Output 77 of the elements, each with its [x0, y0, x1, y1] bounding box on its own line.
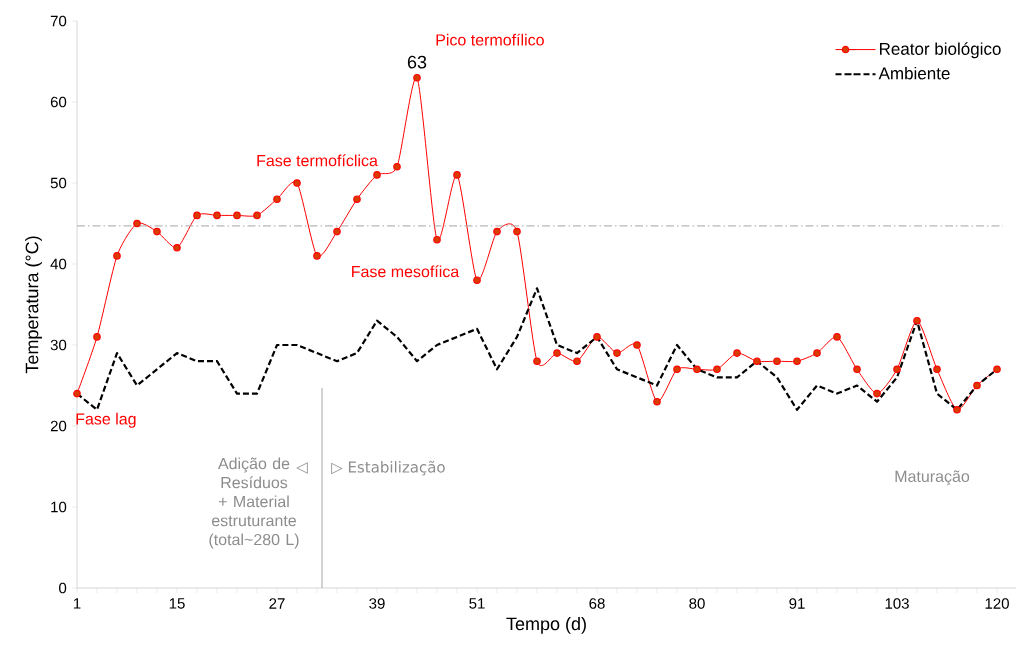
- point: [453, 171, 461, 179]
- point: [613, 349, 621, 357]
- point: [173, 244, 181, 252]
- point: [93, 333, 101, 341]
- y-tick-label: 40: [50, 258, 67, 270]
- annotation: Pico termofílico: [436, 33, 544, 46]
- point: [733, 349, 741, 357]
- x-tick-label: 68: [589, 598, 605, 609]
- point: [433, 235, 441, 244]
- y-tick-label: 0: [59, 582, 67, 594]
- point: [313, 252, 321, 260]
- point: [913, 316, 921, 325]
- point: [393, 162, 401, 171]
- x-axis-title: Tempo (d): [506, 617, 586, 634]
- point: [193, 211, 201, 220]
- annotation: ◁: [296, 462, 308, 474]
- point: [813, 349, 821, 357]
- point: [73, 389, 81, 398]
- point: [693, 365, 701, 374]
- point: [933, 365, 941, 374]
- point: [213, 211, 221, 220]
- data-label: 63: [407, 55, 427, 69]
- y-tick-label: 20: [50, 420, 67, 432]
- y-tick-label: 70: [50, 15, 67, 27]
- point: [753, 357, 761, 365]
- point: [153, 227, 161, 236]
- point: [133, 219, 141, 228]
- point: [833, 333, 841, 341]
- x-tick-label: 15: [169, 598, 185, 609]
- point: [513, 227, 521, 236]
- x-tick-label: 103: [885, 598, 909, 609]
- point: [493, 227, 501, 236]
- x-tick-label: 80: [689, 598, 705, 609]
- point: [713, 365, 721, 374]
- x-tick-label: 27: [269, 598, 285, 609]
- legend-label: Reator biológico: [879, 42, 1001, 59]
- x-tick-label: 120: [985, 598, 1009, 609]
- y-tick-label: 60: [50, 96, 67, 108]
- annotation: Fase lag: [76, 412, 136, 428]
- point: [333, 227, 341, 236]
- point: [573, 357, 581, 365]
- point: [593, 333, 601, 341]
- point: [273, 195, 281, 203]
- x-tick-label: 91: [789, 598, 805, 609]
- y-axis-title: Temperatura (°C): [25, 236, 42, 374]
- y-tick-label: 30: [50, 339, 67, 351]
- point: [893, 365, 901, 374]
- point: [293, 179, 301, 187]
- y-tick-label: 50: [50, 177, 67, 189]
- point: [853, 365, 861, 374]
- x-tick-label: 39: [369, 598, 385, 609]
- point: [633, 341, 641, 349]
- point: [413, 73, 421, 82]
- point: [533, 357, 541, 365]
- point: [993, 365, 1001, 374]
- annotation: Fase termofíclica: [257, 154, 378, 167]
- point: [673, 365, 681, 374]
- point: [353, 195, 361, 203]
- point: [653, 397, 661, 406]
- point: [873, 389, 881, 398]
- annotation: Maturação: [895, 470, 970, 486]
- annotation: Fase mesofíica: [352, 265, 460, 278]
- x-tick-label: 51: [469, 598, 485, 609]
- point: [953, 406, 961, 414]
- x-tick-label: 1: [73, 598, 81, 609]
- y-tick-label: 10: [51, 501, 67, 513]
- point: [553, 349, 561, 357]
- annotation: ▷ Estabilização: [331, 460, 445, 476]
- point: [973, 381, 981, 390]
- point: [373, 171, 381, 179]
- point: [113, 252, 121, 260]
- point: [473, 276, 481, 284]
- legend-label: Ambiente: [878, 66, 950, 80]
- point: [773, 357, 781, 365]
- point: [793, 357, 801, 365]
- point: [253, 211, 261, 220]
- point: [233, 211, 241, 220]
